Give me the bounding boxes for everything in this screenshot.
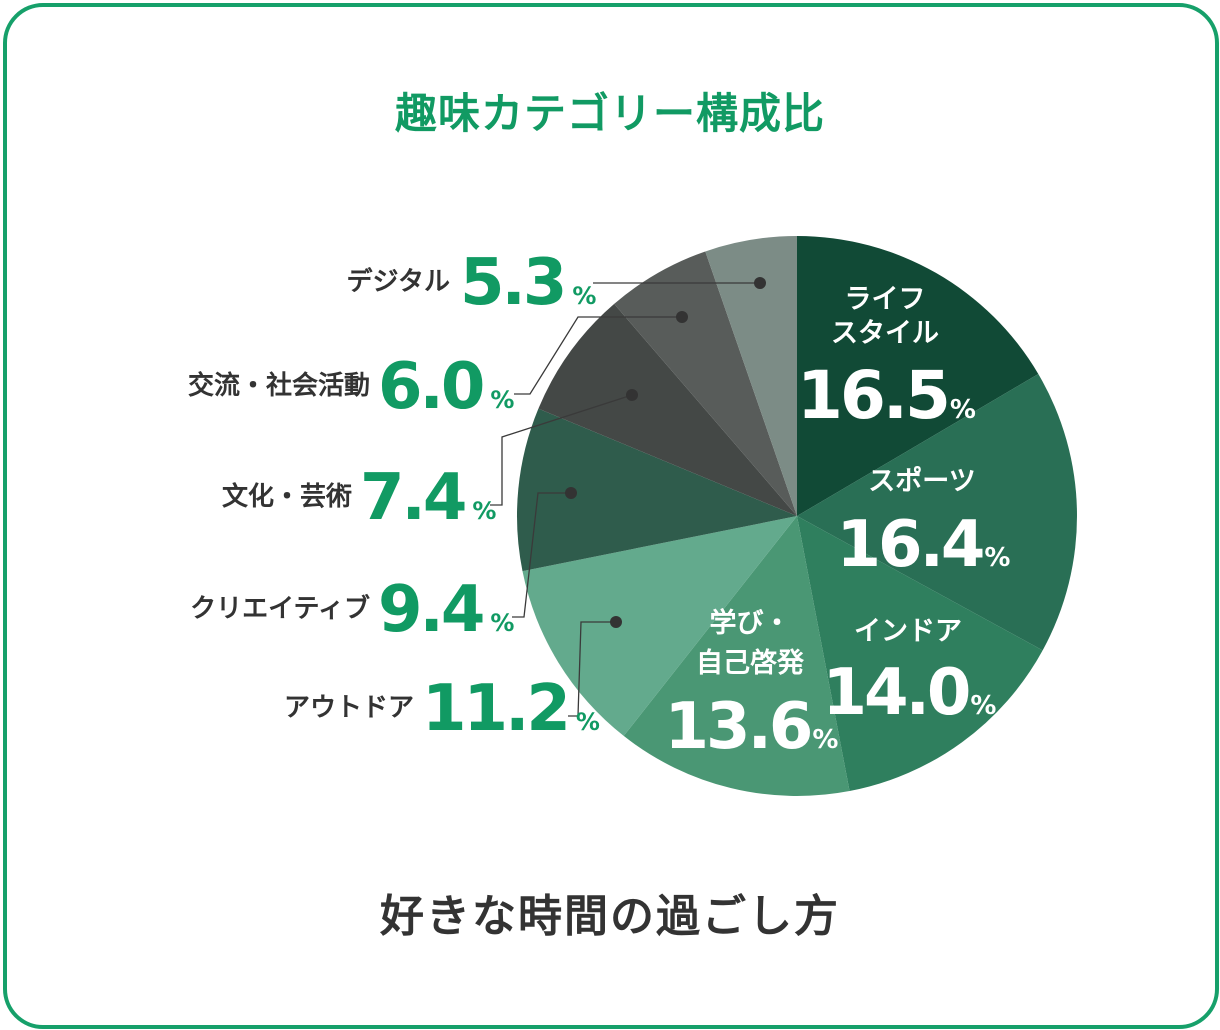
chart-title: 趣味カテゴリー構成比 (394, 89, 825, 138)
slice-label: 学び・ (710, 607, 791, 639)
slice-value: 5.3% (460, 246, 596, 320)
leader-line (568, 621, 616, 717)
pie-slice (517, 408, 797, 572)
pie-slice (705, 235, 797, 516)
slice-value: 16.5% (797, 357, 976, 434)
pie-slice (797, 373, 1077, 651)
leader-dot (754, 277, 766, 289)
slice-value: 6.0% (378, 350, 514, 424)
leader-dot (676, 311, 688, 323)
leader-dot (626, 389, 638, 401)
pie-slice (623, 516, 850, 796)
slice-label: スタイル (831, 318, 939, 349)
slice-label: デジタル (347, 266, 450, 297)
slice-label: 文化・芸術 (222, 481, 352, 512)
slice-value: 9.4% (378, 573, 514, 647)
slice-label: 交流・社会活動 (188, 370, 370, 401)
slice-value: 16.4% (837, 508, 1011, 582)
slice-label: スポーツ (868, 466, 975, 497)
pie-slice (538, 303, 797, 516)
slice-value: 7.4% (360, 461, 496, 535)
pie-slice (797, 236, 1039, 516)
slice-value: 11.2% (422, 672, 600, 746)
slice-label: クリエイティブ (190, 593, 370, 624)
leader-dot (565, 487, 577, 499)
slice-value: 14.0% (823, 656, 997, 730)
leader-line (514, 316, 682, 395)
pie-slice (797, 516, 1043, 792)
pie-slice (522, 516, 797, 736)
slice-label: インドア (854, 616, 962, 647)
leader-line (512, 492, 571, 618)
chart-subtitle: 好きな時間の過ごし方 (380, 891, 840, 942)
slice-value: 13.6% (665, 690, 839, 764)
leader-dot (610, 616, 622, 628)
slice-label: アウトドア (284, 693, 414, 723)
slice-label: 自己啓発 (696, 647, 805, 679)
slice-label: ライフ (845, 284, 926, 315)
leader-line (490, 394, 633, 506)
